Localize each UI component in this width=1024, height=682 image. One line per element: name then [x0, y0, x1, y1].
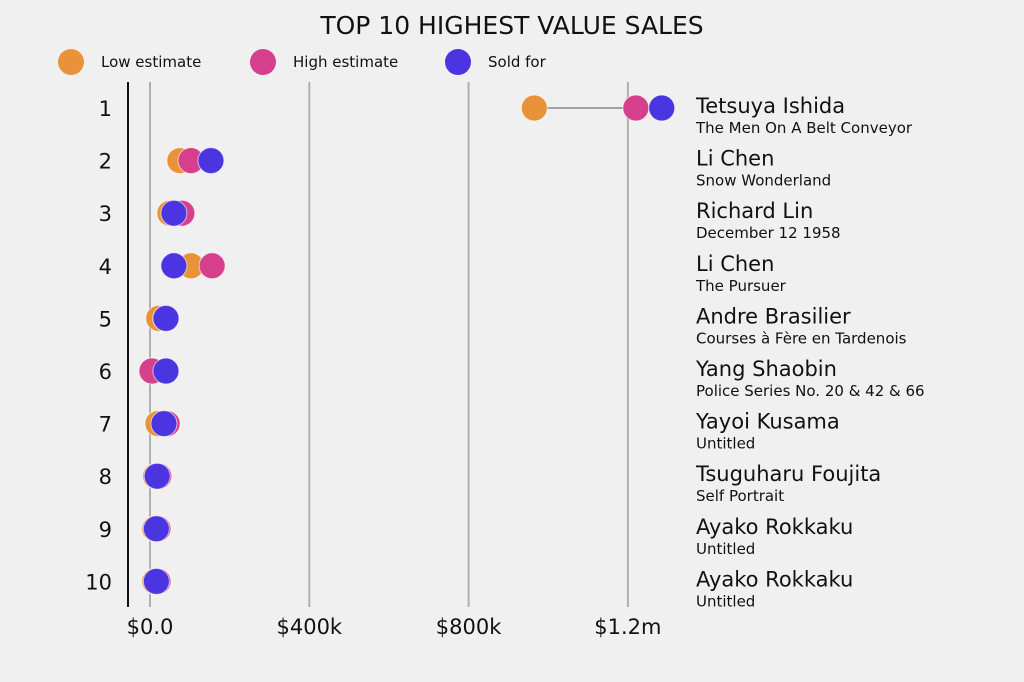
artwork-title: The Men On A Belt Conveyor — [695, 119, 913, 137]
artist-name: Andre Brasilier — [696, 304, 851, 328]
sold-for-dot — [142, 515, 170, 543]
sold-for-dot — [150, 410, 178, 438]
sold-for-dot — [142, 567, 170, 595]
artist-name: Tsuguharu Foujita — [695, 462, 881, 486]
rank-label: 8 — [99, 465, 112, 489]
artist-name: Tetsuya Ishida — [695, 94, 845, 118]
x-tick-label: $0.0 — [127, 615, 174, 639]
artwork-title: Untitled — [696, 435, 755, 453]
x-tick-label: $1.2m — [594, 615, 661, 639]
artwork-title: Courses à Fère en Tardenois — [696, 329, 907, 347]
sold-for-dot — [197, 147, 225, 175]
artwork-title: The Pursuer — [695, 277, 787, 295]
legend-low-label: Low estimate — [101, 53, 201, 71]
high-estimate-dot — [198, 252, 226, 280]
sold-for-dot — [152, 357, 180, 385]
legend: Low estimate High estimate Sold for — [58, 49, 547, 75]
artist-name: Li Chen — [696, 252, 774, 276]
sold-for-dot — [160, 252, 188, 280]
rank-label: 2 — [99, 150, 112, 174]
rank-label: 3 — [99, 202, 112, 226]
artist-name: Ayako Rokkaku — [696, 567, 853, 591]
artwork-title: Self Portrait — [696, 487, 784, 505]
artwork-title: Snow Wonderland — [696, 172, 831, 190]
legend-high-label: High estimate — [293, 53, 398, 71]
rank-label: 5 — [99, 307, 112, 331]
rank-label: 4 — [99, 255, 112, 279]
artwork-title: Untitled — [696, 592, 755, 610]
artwork-title: Untitled — [696, 540, 755, 558]
artwork-title: December 12 1958 — [696, 224, 841, 242]
legend-low-swatch — [58, 49, 84, 75]
artist-name: Li Chen — [696, 147, 774, 171]
sold-for-dot — [160, 199, 188, 227]
legend-sold-label: Sold for — [488, 53, 547, 71]
low-estimate-dot — [520, 94, 548, 122]
rank-label: 6 — [99, 360, 112, 384]
rank-label: 1 — [99, 97, 112, 121]
artist-name: Yang Shaobin — [695, 357, 837, 381]
artist-name: Richard Lin — [696, 199, 813, 223]
artwork-title: Police Series No. 20 & 42 & 66 — [696, 382, 925, 400]
high-estimate-dot — [622, 94, 650, 122]
x-tick-label: $800k — [436, 615, 502, 639]
artist-name: Ayako Rokkaku — [696, 515, 853, 539]
legend-high-swatch — [250, 49, 276, 75]
rank-label: 7 — [99, 413, 112, 437]
sold-for-dot — [152, 304, 180, 332]
rank-label: 10 — [85, 570, 112, 594]
chart-title: TOP 10 HIGHEST VALUE SALES — [319, 11, 703, 40]
legend-sold-swatch — [445, 49, 471, 75]
x-axis: $0.0 $400k $800k $1.2m — [127, 615, 662, 639]
rank-label: 9 — [99, 518, 112, 542]
sold-for-dot — [648, 94, 676, 122]
sold-for-dot — [143, 462, 171, 490]
x-tick-label: $400k — [276, 615, 342, 639]
artist-name: Yayoi Kusama — [695, 410, 840, 434]
